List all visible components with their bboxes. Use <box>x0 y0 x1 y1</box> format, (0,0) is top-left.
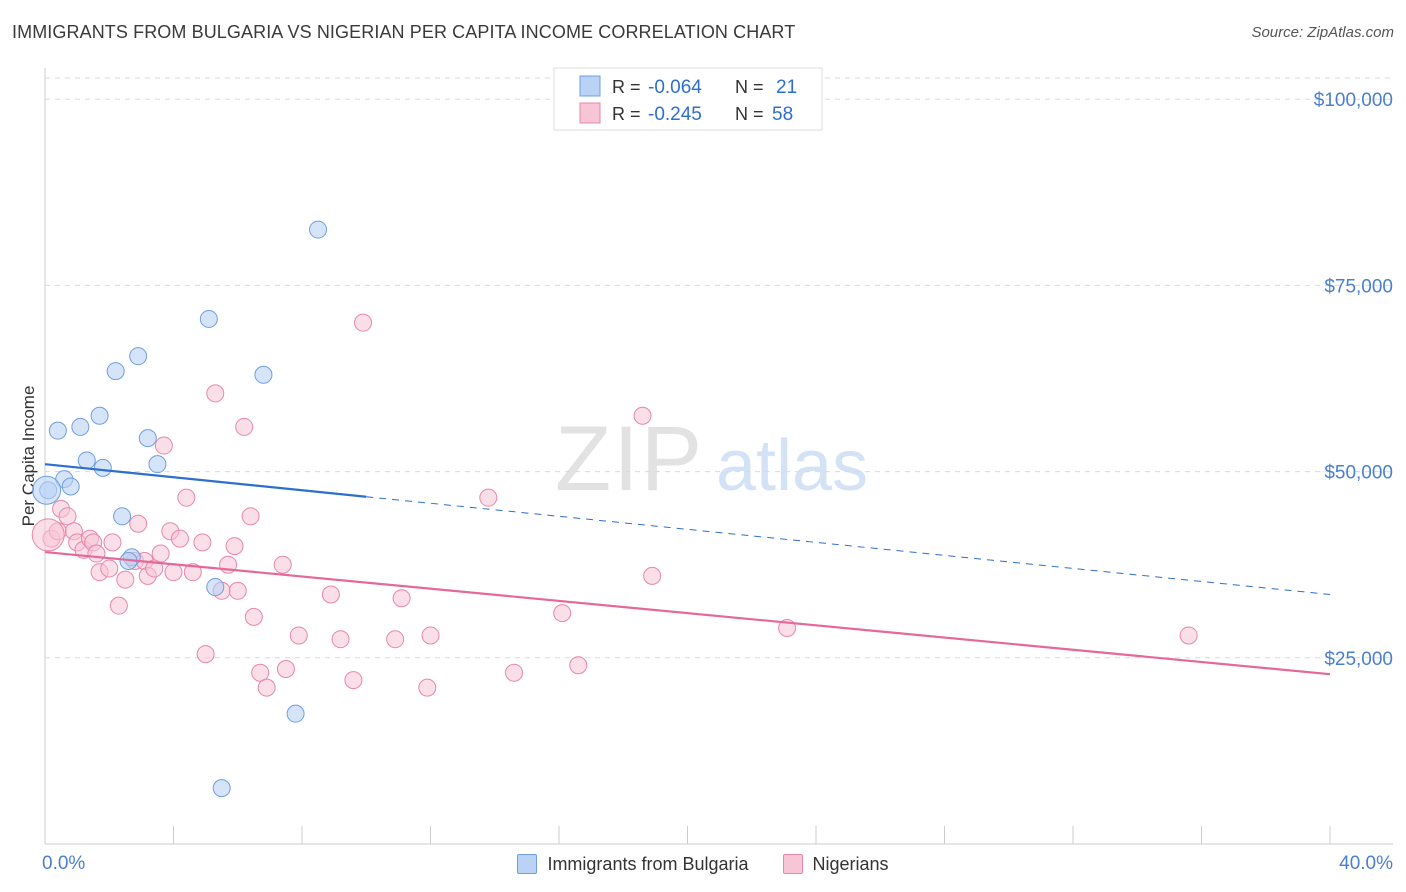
y-tick-label: $100,000 <box>1314 90 1393 111</box>
legend-r-value-1: -0.064 <box>648 77 702 98</box>
watermark-atlas: atlas <box>716 426 868 506</box>
point-bulgaria <box>90 406 109 425</box>
point-bulgaria <box>206 578 225 597</box>
y-tick-label: $25,000 <box>1324 649 1393 670</box>
point-bulgaria <box>93 458 112 477</box>
point-nigerians <box>244 607 263 626</box>
point-nigerians <box>154 436 173 455</box>
point-nigerians <box>505 663 524 682</box>
point-nigerians <box>100 559 119 578</box>
point-bulgaria <box>61 477 80 496</box>
point-nigerians <box>643 566 662 585</box>
legend-r-label-2: R = <box>612 104 641 124</box>
point-bulgaria <box>129 347 148 366</box>
y-tick-labels: $25,000 $50,000 $75,000 $100,000 <box>1314 90 1393 670</box>
watermark: ZIP atlas <box>555 408 868 510</box>
legend-pink-swatch <box>579 102 601 124</box>
legend-n-value-1: 21 <box>776 77 797 98</box>
point-bulgaria <box>148 455 167 474</box>
legend-n-label-1: N = <box>735 77 764 97</box>
point-nigerians <box>58 507 77 526</box>
legend-item-bulgaria[interactable]: Immigrants from Bulgaria <box>517 853 749 875</box>
point-nigerians <box>273 555 292 574</box>
legend-swatch-nigerians <box>782 854 803 874</box>
legend-n-value-2: 58 <box>772 104 793 125</box>
point-nigerians <box>392 589 411 608</box>
point-bulgaria <box>77 451 96 470</box>
point-nigerians <box>151 544 170 563</box>
x-tick-labels: 0.0% 40.0% <box>42 853 1393 874</box>
point-nigerians <box>193 533 212 552</box>
point-bulgaria <box>113 507 132 526</box>
legend-r-value-2: -0.245 <box>648 104 702 125</box>
axes <box>44 68 1393 845</box>
legend-bottom: Immigrants from Bulgaria Nigerians <box>0 851 1406 877</box>
point-nigerians-cluster <box>31 518 65 552</box>
point-nigerians <box>386 630 405 649</box>
point-nigerians <box>479 488 498 507</box>
point-nigerians <box>109 596 128 615</box>
legend-top: R = -0.064 N = 21 R = -0.245 N = 58 <box>553 67 823 131</box>
y-tick-label: $75,000 <box>1324 276 1393 297</box>
x-tick-label-min: 0.0% <box>42 853 85 874</box>
point-nigerians <box>241 507 260 526</box>
point-nigerians <box>321 585 340 604</box>
point-bulgaria <box>199 309 218 328</box>
point-nigerians <box>196 645 215 664</box>
y-tick-label: $50,000 <box>1324 463 1393 484</box>
point-bulgaria <box>138 429 157 448</box>
x-tick-label-max: 40.0% <box>1339 853 1393 874</box>
point-bulgaria <box>286 704 305 723</box>
point-nigerians <box>116 570 135 589</box>
point-nigerians <box>1179 626 1198 645</box>
legend-blue-swatch <box>579 75 601 97</box>
point-bulgaria <box>309 220 328 239</box>
y-axis-label: Per Capita Income <box>19 386 38 527</box>
watermark-zip: ZIP <box>555 408 704 510</box>
point-bulgaria <box>48 421 67 440</box>
point-bulgaria <box>212 779 231 798</box>
point-nigerians <box>129 514 148 533</box>
trend-lines <box>44 463 1331 676</box>
legend-r-label-1: R = <box>612 77 641 97</box>
point-nigerians <box>177 488 196 507</box>
point-nigerians <box>289 626 308 645</box>
point-nigerians <box>145 559 164 578</box>
source-note: Source: ZipAtlas.com <box>1251 24 1394 41</box>
trend-bulgaria-solid <box>44 463 367 498</box>
point-bulgaria-cluster <box>32 475 62 505</box>
point-bulgaria <box>254 365 273 384</box>
point-bulgaria <box>71 417 90 436</box>
legend-n-label-2: N = <box>735 104 764 124</box>
point-nigerians <box>553 604 572 623</box>
point-nigerians <box>421 626 440 645</box>
legend-label-nigerians: Nigerians <box>812 853 889 874</box>
point-nigerians <box>228 581 247 600</box>
point-nigerians <box>354 313 373 332</box>
point-nigerians <box>183 563 202 582</box>
point-nigerians <box>418 678 437 697</box>
point-nigerians <box>225 537 244 556</box>
point-nigerians <box>235 417 254 436</box>
point-nigerians <box>103 533 122 552</box>
point-nigerians <box>164 563 183 582</box>
point-nigerians <box>276 659 295 678</box>
trend-nigerians <box>44 550 1331 676</box>
legend-item-nigerians[interactable]: Nigerians <box>782 853 889 875</box>
point-bulgaria <box>106 362 125 381</box>
point-nigerians <box>87 544 106 563</box>
point-nigerians <box>257 678 276 697</box>
legend-label-bulgaria: Immigrants from Bulgaria <box>547 853 749 874</box>
point-nigerians <box>331 630 350 649</box>
point-nigerians <box>170 529 189 548</box>
point-nigerians <box>344 671 363 690</box>
trend-bulgaria-dashed <box>366 496 1331 596</box>
point-nigerians <box>633 406 652 425</box>
point-nigerians <box>206 384 225 403</box>
point-nigerians <box>569 656 588 675</box>
chart-title: IMMIGRANTS FROM BULGARIA VS NIGERIAN PER… <box>12 22 796 42</box>
legend-swatch-bulgaria <box>517 854 538 874</box>
point-nigerians <box>251 663 270 682</box>
